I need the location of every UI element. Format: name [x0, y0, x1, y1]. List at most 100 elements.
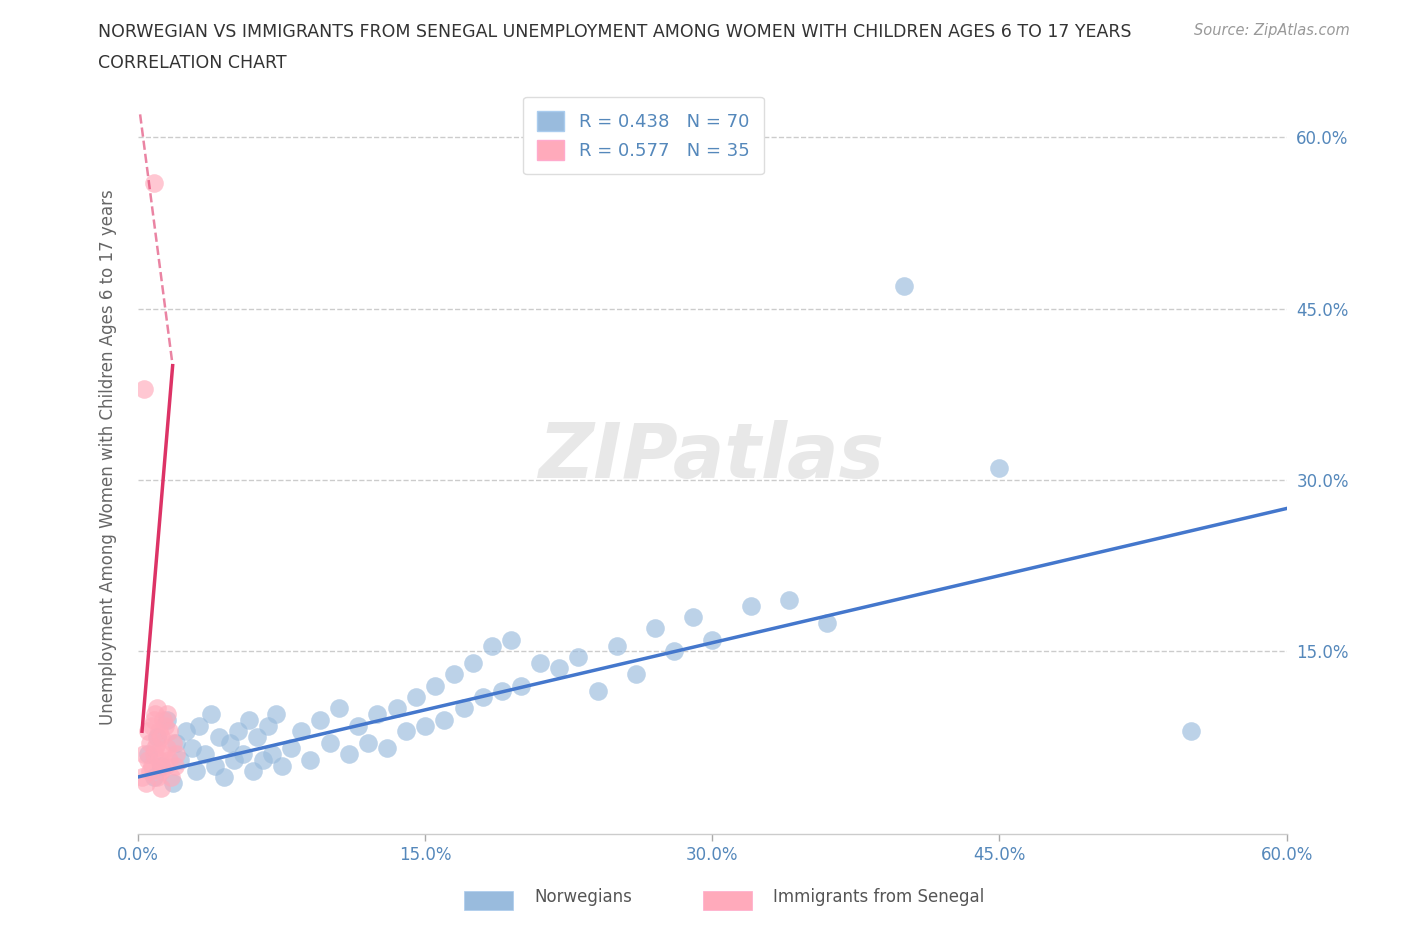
Point [242, 764, 264, 778]
Point [207, 729, 229, 744]
Point [159, 769, 181, 784]
Point [988, 461, 1011, 476]
Point [778, 592, 800, 607]
Text: Immigrants from Senegal: Immigrants from Senegal [773, 888, 984, 907]
Point [337, 747, 360, 762]
Y-axis label: Unemployment Among Women with Children Ages 6 to 17 years: Unemployment Among Women with Children A… [100, 189, 117, 725]
Point [463, 656, 485, 671]
Point [357, 736, 380, 751]
Point [219, 736, 242, 751]
Point [232, 747, 254, 762]
Text: NORWEGIAN VS IMMIGRANTS FROM SENEGAL UNEMPLOYMENT AMONG WOMEN WITH CHILDREN AGES: NORWEGIAN VS IMMIGRANTS FROM SENEGAL UNE… [98, 23, 1132, 41]
Point [257, 718, 280, 733]
Point [152, 712, 174, 727]
Point [132, 747, 155, 762]
Point [184, 764, 207, 778]
Text: CORRELATION CHART: CORRELATION CHART [98, 54, 287, 72]
Point [162, 776, 184, 790]
Point [150, 764, 173, 778]
Point [142, 176, 165, 191]
Point [366, 707, 388, 722]
Point [264, 707, 287, 722]
Point [252, 752, 274, 767]
Point [702, 632, 724, 647]
Point [180, 741, 202, 756]
Text: ZIPatlas: ZIPatlas [540, 420, 886, 494]
Point [510, 678, 533, 693]
Point [682, 609, 704, 624]
Point [385, 701, 408, 716]
Point [1180, 724, 1202, 738]
Point [453, 701, 475, 716]
Point [169, 752, 191, 767]
Point [443, 667, 465, 682]
Point [644, 621, 666, 636]
Point [156, 707, 179, 722]
Point [413, 718, 436, 733]
Point [150, 781, 173, 796]
Point [166, 747, 188, 762]
Point [270, 758, 292, 773]
Point [309, 712, 332, 727]
Point [148, 724, 170, 738]
Point [662, 644, 685, 658]
Point [141, 718, 163, 733]
Text: Source: ZipAtlas.com: Source: ZipAtlas.com [1194, 23, 1350, 38]
Point [606, 638, 628, 653]
Legend: R = 0.438   N = 70, R = 0.577   N = 35: R = 0.438 N = 70, R = 0.577 N = 35 [523, 97, 763, 174]
Point [146, 701, 169, 716]
Point [174, 724, 197, 738]
Point [152, 747, 174, 762]
Point [163, 758, 186, 773]
Point [347, 718, 370, 733]
Point [142, 769, 165, 784]
Point [501, 632, 523, 647]
Point [238, 712, 260, 727]
Point [156, 712, 179, 727]
Point [246, 729, 269, 744]
Point [131, 769, 153, 784]
Point [145, 707, 167, 722]
Point [166, 736, 188, 751]
Point [815, 616, 838, 631]
Point [194, 747, 217, 762]
Point [204, 758, 226, 773]
Point [142, 747, 165, 762]
Point [136, 747, 159, 762]
Point [481, 638, 503, 653]
Point [586, 684, 609, 698]
Point [138, 736, 160, 751]
Point [740, 598, 762, 613]
Point [226, 724, 249, 738]
Point [328, 701, 350, 716]
Point [146, 769, 169, 784]
Point [423, 678, 446, 693]
Point [433, 712, 456, 727]
Point [150, 729, 173, 744]
Point [136, 752, 159, 767]
Point [138, 764, 160, 778]
Point [136, 724, 159, 738]
Point [148, 752, 170, 767]
Point [567, 649, 589, 664]
Point [145, 741, 167, 756]
Point [141, 758, 163, 773]
Point [156, 741, 179, 756]
Point [624, 667, 647, 682]
Point [318, 736, 340, 751]
Point [529, 656, 551, 671]
Point [893, 278, 915, 293]
Point [548, 661, 571, 676]
Point [135, 776, 157, 790]
Point [375, 741, 398, 756]
Point [153, 758, 176, 773]
Point [142, 712, 165, 727]
Point [290, 724, 312, 738]
Point [395, 724, 418, 738]
Point [153, 718, 176, 733]
Point [405, 689, 427, 704]
Point [132, 381, 155, 396]
Point [262, 747, 284, 762]
Point [200, 707, 222, 722]
Point [146, 736, 169, 751]
